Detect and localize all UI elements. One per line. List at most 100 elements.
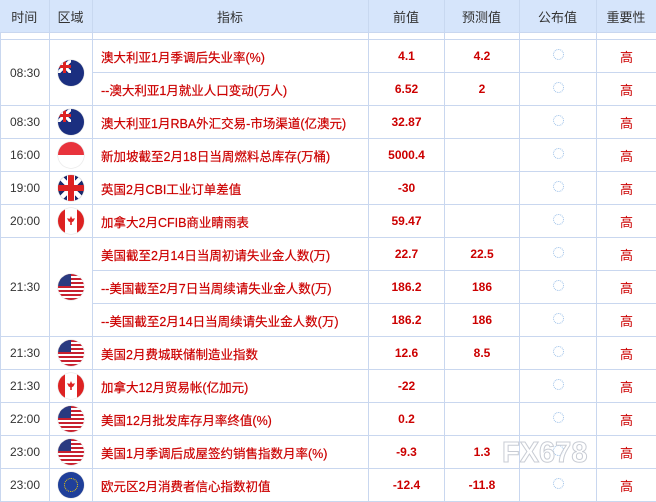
- us-flag-icon: [58, 274, 84, 300]
- indicator-name[interactable]: 英国2月CBI工业订单差值: [93, 172, 369, 205]
- actual-value: [520, 172, 597, 205]
- previous-value: -12.4: [369, 469, 445, 502]
- indicator-name[interactable]: 美国12月批发库存月率终值(%): [93, 403, 369, 436]
- event-time: 21:30: [1, 370, 50, 403]
- actual-value: [520, 370, 597, 403]
- indicator-name[interactable]: 美国1月季调后成屋签约销售指数月率(%): [93, 436, 369, 469]
- importance: 高: [597, 271, 656, 304]
- importance: 高: [597, 403, 656, 436]
- region-cell: [50, 337, 93, 370]
- loading-spinner-icon: [553, 247, 564, 258]
- us-flag-icon: [58, 406, 84, 432]
- table-row[interactable]: 23:00 欧元区2月消费者信心指数初值-12.4-11.8 高: [1, 469, 656, 502]
- event-time: 16:00: [1, 139, 50, 172]
- actual-value: [520, 337, 597, 370]
- forecast-value: 186: [445, 271, 520, 304]
- previous-value: 12.6: [369, 337, 445, 370]
- event-time: 20:00: [1, 205, 50, 238]
- actual-value: [520, 238, 597, 271]
- importance: 高: [597, 106, 656, 139]
- actual-value: [520, 139, 597, 172]
- actual-value: [520, 73, 597, 106]
- importance: 高: [597, 304, 656, 337]
- loading-spinner-icon: [553, 49, 564, 60]
- forecast-value: [445, 106, 520, 139]
- indicator-name[interactable]: 美国截至2月14日当周初请失业金人数(万): [93, 238, 369, 271]
- forecast-value: -11.8: [445, 469, 520, 502]
- loading-spinner-icon: [553, 412, 564, 423]
- indicator-name[interactable]: 美国2月费城联储制造业指数: [93, 337, 369, 370]
- previous-value: 5000.4: [369, 139, 445, 172]
- indicator-name[interactable]: --美国截至2月7日当周续请失业金人数(万): [93, 271, 369, 304]
- previous-value: -22: [369, 370, 445, 403]
- event-time: 21:30: [1, 337, 50, 370]
- loading-spinner-icon: [553, 478, 564, 489]
- uk-flag-icon: [58, 175, 84, 201]
- importance: 高: [597, 436, 656, 469]
- region-cell: [50, 469, 93, 502]
- previous-value: 4.1: [369, 40, 445, 73]
- region-cell: [50, 172, 93, 205]
- table-row[interactable]: 16:00 新加坡截至2月18日当周燃料总库存(万桶)5000.4 高: [1, 139, 656, 172]
- indicator-name[interactable]: 澳大利亚1月季调后失业率(%): [93, 40, 369, 73]
- actual-value: [520, 403, 597, 436]
- region-cell: [50, 403, 93, 436]
- table-row[interactable]: 21:30 加拿大12月贸易帐(亿加元)-22 高: [1, 370, 656, 403]
- importance: 高: [597, 73, 656, 106]
- actual-value: [520, 40, 597, 73]
- loading-spinner-icon: [553, 214, 564, 225]
- event-time: 21:30: [1, 238, 50, 337]
- indicator-name[interactable]: 新加坡截至2月18日当周燃料总库存(万桶): [93, 139, 369, 172]
- previous-value: -9.3: [369, 436, 445, 469]
- loading-spinner-icon: [553, 148, 564, 159]
- indicator-name[interactable]: --美国截至2月14日当周续请失业金人数(万): [93, 304, 369, 337]
- table-row[interactable]: 08:30 澳大利亚1月RBA外汇交易-市场渠道(亿澳元)32.87 高: [1, 106, 656, 139]
- singapore-flag-icon: [58, 142, 84, 168]
- importance: 高: [597, 139, 656, 172]
- fx678-watermark: FX678: [502, 437, 594, 469]
- actual-value: [520, 106, 597, 139]
- previous-value: 32.87: [369, 106, 445, 139]
- region-cell: [50, 436, 93, 469]
- header-indicator: 指标: [92, 0, 368, 32]
- region-cell: [50, 205, 93, 238]
- importance: 高: [597, 370, 656, 403]
- indicator-name[interactable]: 加拿大2月CFIB商业睛雨表: [93, 205, 369, 238]
- loading-spinner-icon: [553, 115, 564, 126]
- event-time: 08:30: [1, 40, 50, 106]
- loading-spinner-icon: [553, 82, 564, 93]
- region-cell: [50, 139, 93, 172]
- australia-flag-icon: [58, 109, 84, 135]
- event-time: 23:00: [1, 469, 50, 502]
- loading-spinner-icon: [553, 280, 564, 291]
- actual-value: [520, 469, 597, 502]
- importance: 高: [597, 469, 656, 502]
- event-time: 08:30: [1, 106, 50, 139]
- actual-value: [520, 205, 597, 238]
- indicator-name[interactable]: 加拿大12月贸易帐(亿加元): [93, 370, 369, 403]
- canada-flag-icon: [58, 208, 84, 234]
- indicator-name[interactable]: 澳大利亚1月RBA外汇交易-市场渠道(亿澳元): [93, 106, 369, 139]
- importance: 高: [597, 205, 656, 238]
- forecast-value: 2: [445, 73, 520, 106]
- previous-value: 59.47: [369, 205, 445, 238]
- region-cell: [50, 238, 93, 337]
- forecast-value: 4.2: [445, 40, 520, 73]
- region-cell: [50, 106, 93, 139]
- event-time: 23:00: [1, 436, 50, 469]
- forecast-value: [445, 205, 520, 238]
- importance: 高: [597, 238, 656, 271]
- importance: 高: [597, 337, 656, 370]
- indicator-name[interactable]: 欧元区2月消费者信心指数初值: [93, 469, 369, 502]
- importance: 高: [597, 172, 656, 205]
- indicator-name[interactable]: --澳大利亚1月就业人口变动(万人): [93, 73, 369, 106]
